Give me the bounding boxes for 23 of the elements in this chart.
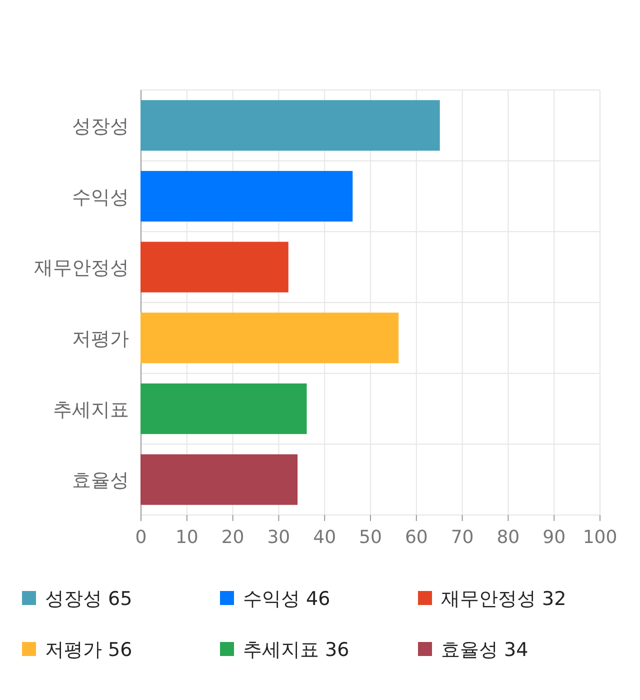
x-tick-label: 60: [404, 527, 428, 548]
x-tick-label: 10: [175, 527, 198, 548]
x-tick-label: 80: [496, 527, 520, 548]
legend-label: 수익성 46: [243, 588, 330, 610]
legend-label: 추세지표 36: [243, 639, 350, 661]
legend-label: 재무안정성 32: [441, 588, 566, 610]
legend-label: 효율성 34: [441, 639, 528, 661]
y-tick-label: 추세지표: [53, 398, 129, 421]
x-tick-label: 90: [542, 527, 566, 548]
x-tick-label: 40: [313, 527, 336, 548]
x-tick-label: 20: [221, 527, 244, 548]
y-tick-label: 효율성: [72, 470, 129, 492]
x-tick-label: 0: [135, 527, 147, 548]
x-tick-label: 100: [582, 527, 618, 548]
legend-label: 저평가 56: [45, 639, 132, 661]
x-tick-label: 30: [267, 527, 290, 548]
x-tick-label: 50: [359, 527, 382, 548]
y-tick-label: 수익성: [72, 186, 129, 208]
y-tick-label: 성장성: [72, 115, 129, 138]
y-tick-label: 저평가: [72, 328, 129, 350]
x-tick-label: 70: [450, 527, 474, 548]
legend-label: 성장성 65: [45, 588, 132, 610]
y-tick-label: 재무안정성: [34, 257, 129, 280]
